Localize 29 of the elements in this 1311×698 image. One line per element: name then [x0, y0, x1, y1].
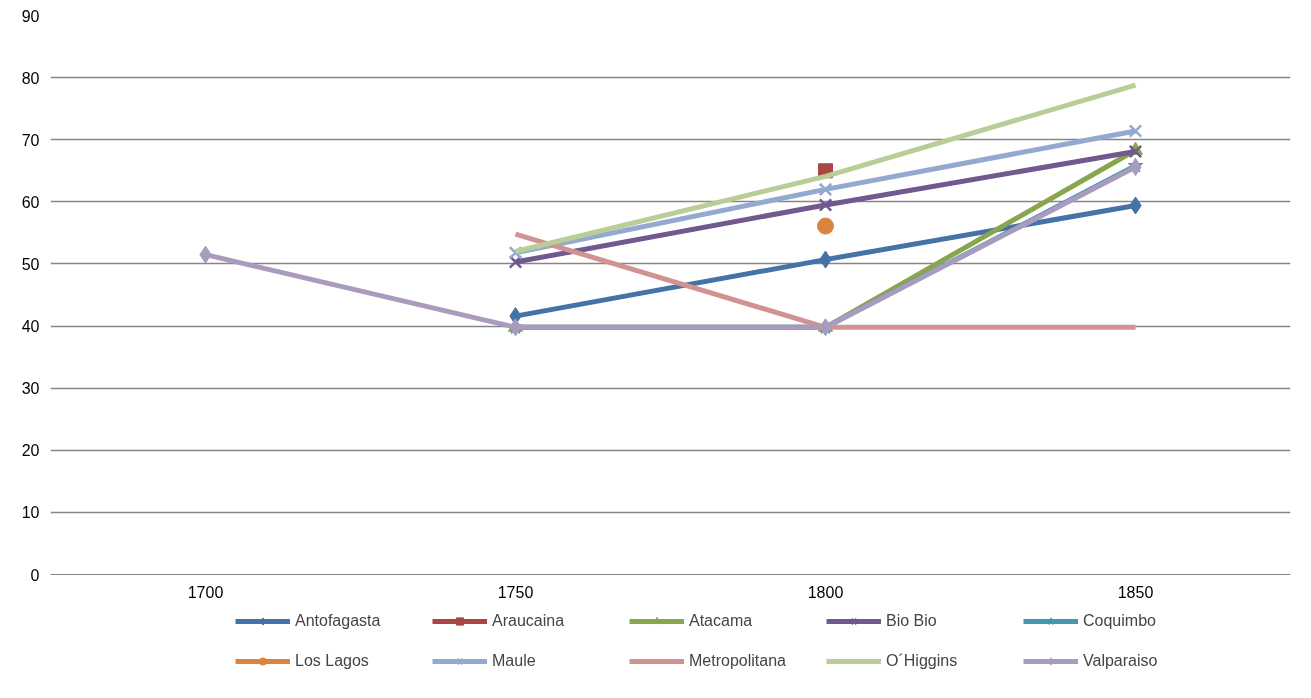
point [818, 182, 833, 197]
point [1128, 144, 1143, 159]
y-tick-label: 70 [21, 131, 40, 149]
legend-label: Valparaiso [1083, 652, 1159, 670]
x-tick-label: 1700 [187, 583, 224, 601]
y-tick-label: 10 [21, 504, 40, 522]
y-tick-label: 80 [21, 69, 40, 87]
legend-label: Araucaina [492, 612, 566, 630]
x-tick-label: 1800 [807, 583, 844, 601]
point [1128, 124, 1143, 138]
y-tick-label: 20 [21, 442, 40, 460]
x-tick-label: 1750 [497, 583, 534, 601]
legend-label: Los Lagos [295, 652, 370, 670]
legend-label: Antofagasta [295, 612, 382, 630]
y-tick-label: 60 [21, 193, 40, 211]
legend-label: O´Higgins [886, 652, 959, 670]
y-tick-label: 0 [30, 566, 40, 584]
y-tick-label: 30 [21, 380, 40, 398]
legend-label: Coquimbo [1083, 612, 1157, 630]
point [818, 198, 833, 212]
legend-label: Atacama [689, 612, 754, 630]
point [817, 217, 834, 235]
y-tick-label: 50 [21, 255, 40, 273]
legend-label: Bio Bio [886, 612, 938, 630]
legend-label: Maule [492, 652, 537, 670]
y-tick-label: 90 [21, 7, 40, 25]
legend-label: Metropolitana [689, 652, 787, 670]
x-tick-label: 1850 [1117, 583, 1154, 601]
y-tick-label: 40 [21, 318, 40, 336]
